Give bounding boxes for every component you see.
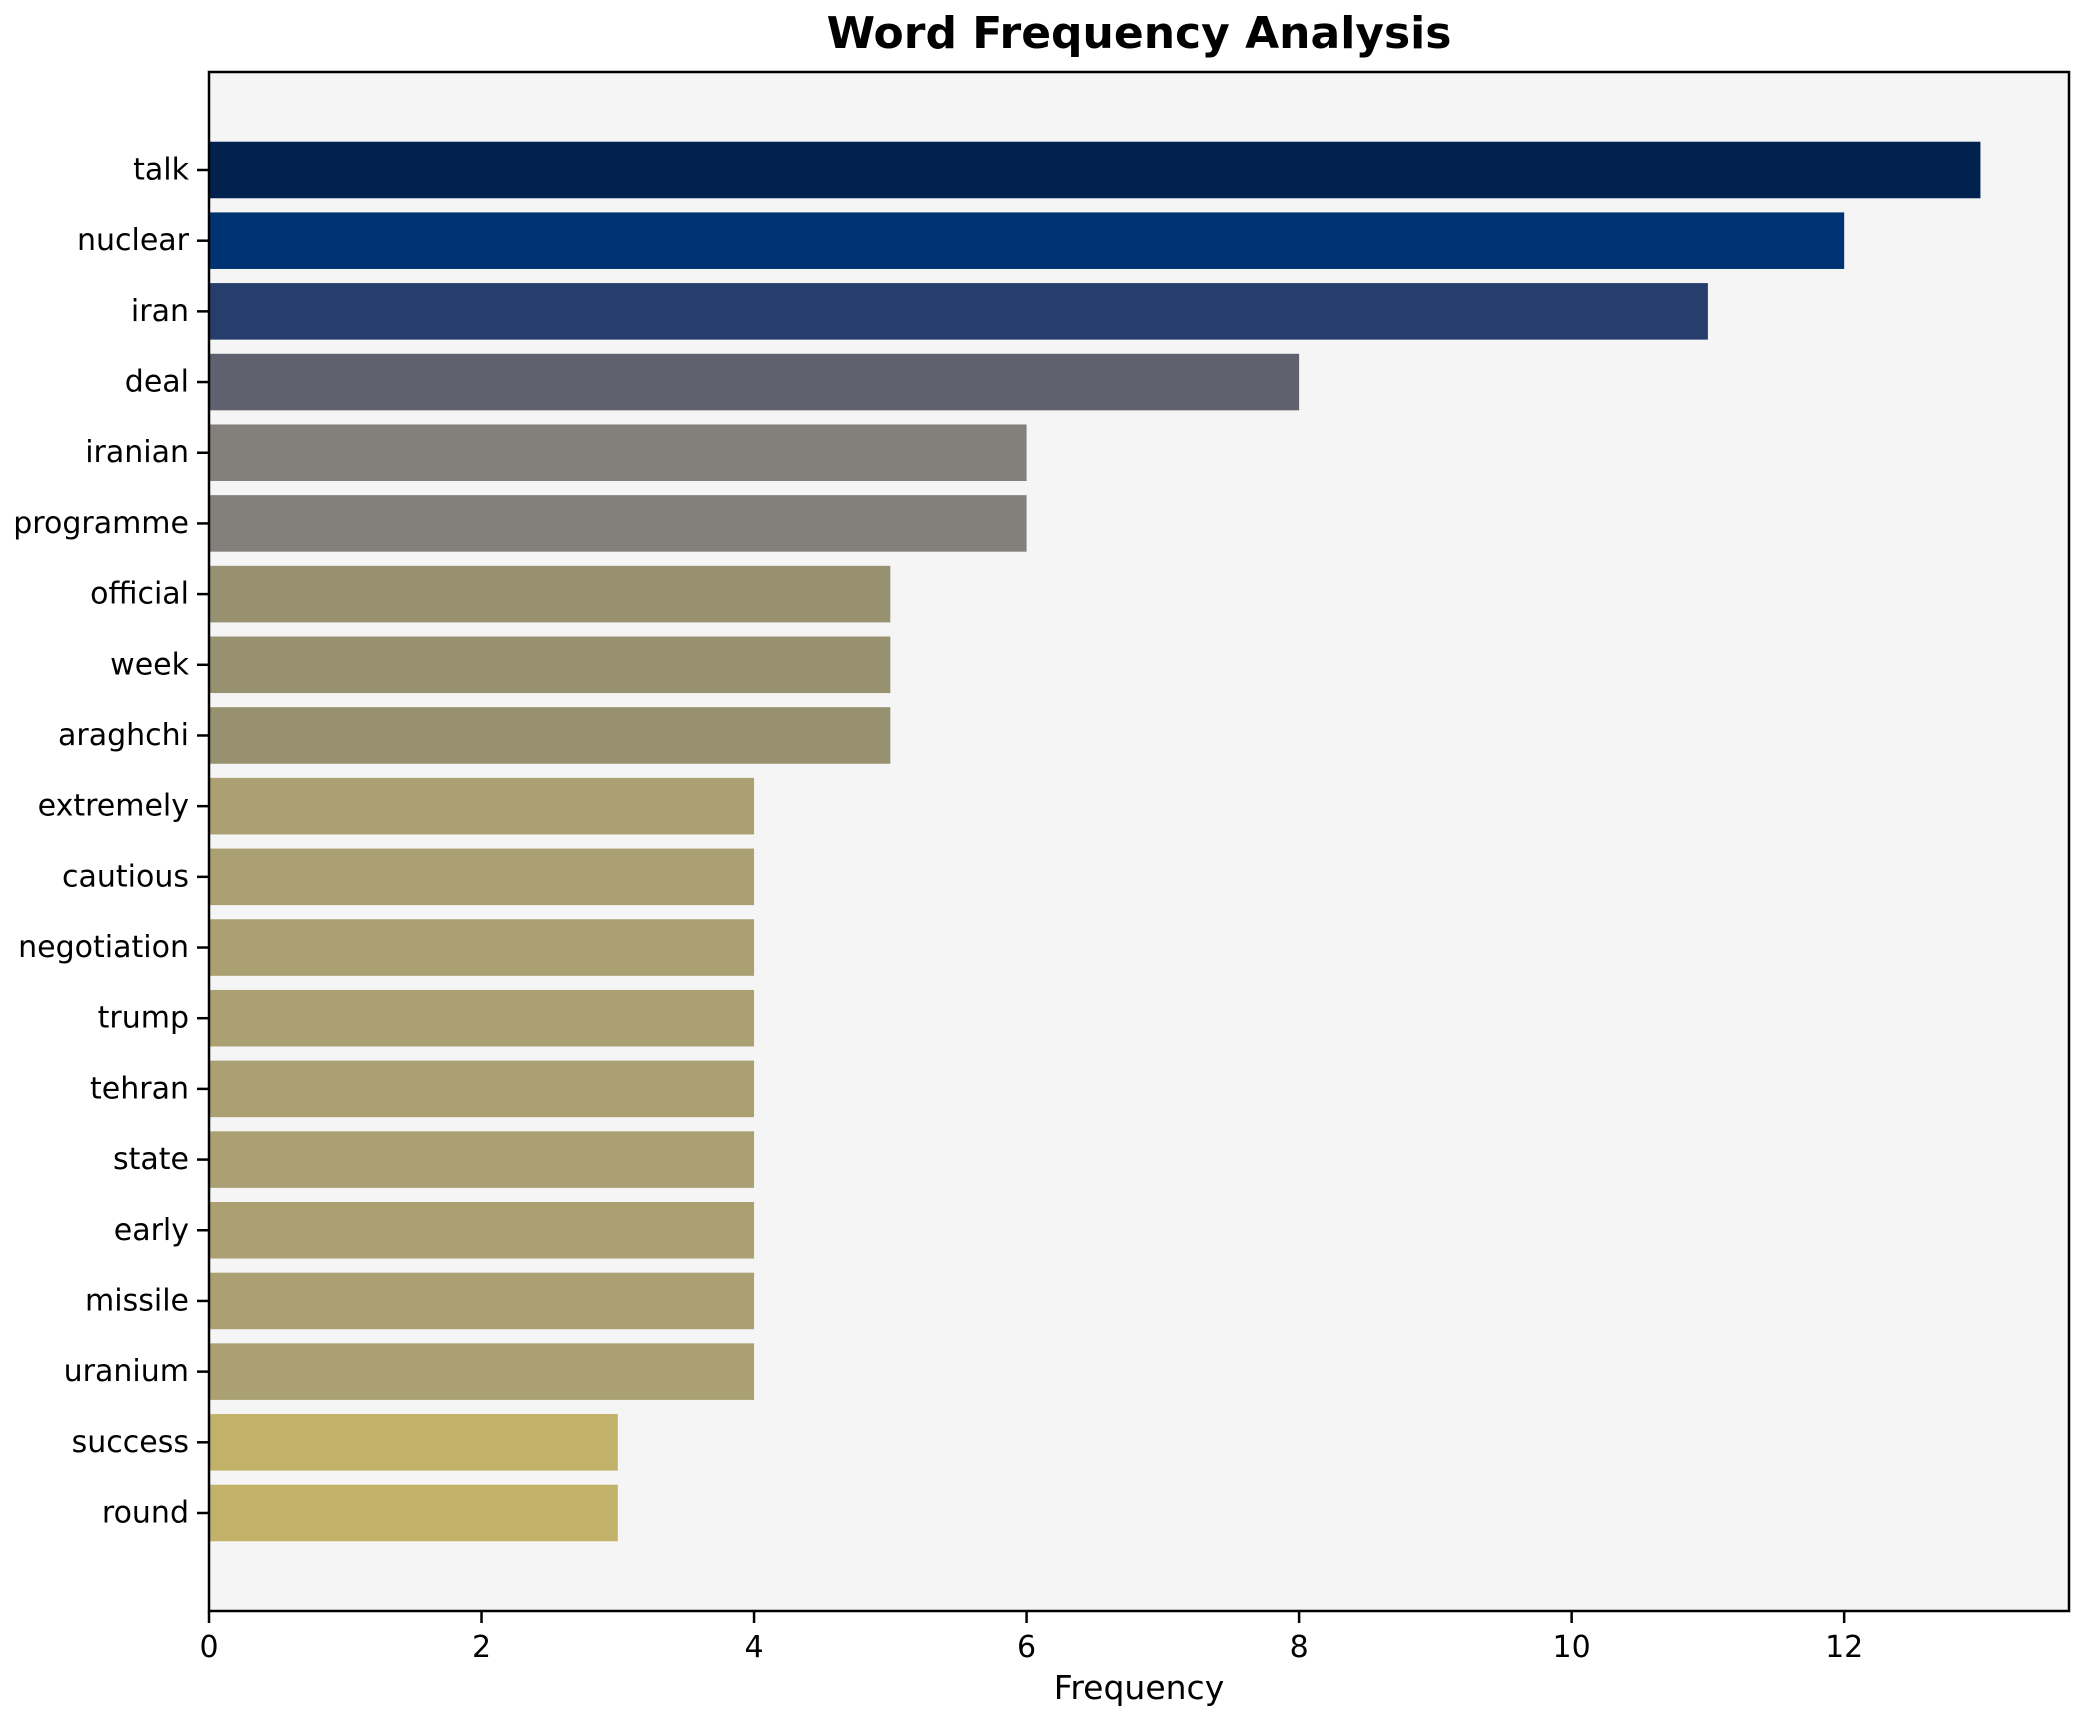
bar-talk — [209, 141, 1981, 199]
y-tick-label-trump: trump — [98, 1001, 189, 1036]
bar-state — [209, 1131, 755, 1188]
y-tick-label-success: success — [72, 1425, 189, 1460]
bar-iranian — [209, 424, 1027, 482]
y-tick-label-deal: deal — [125, 365, 189, 400]
bar-extremely — [209, 777, 755, 835]
bar-uranium — [209, 1343, 755, 1400]
bar-iran — [209, 283, 1708, 340]
x-axis-title: Frequency — [1053, 1668, 1225, 1707]
y-tick-label-iran: iran — [131, 294, 189, 329]
y-tick-label-araghchi: araghchi — [58, 718, 189, 753]
y-tick-label-missile: missile — [85, 1283, 189, 1318]
bar-nuclear — [209, 212, 1845, 269]
bar-success — [209, 1414, 618, 1471]
bar-cautious — [209, 848, 755, 906]
y-tick-label-talk: talk — [133, 153, 189, 188]
x-tick-label-8: 8 — [1290, 1630, 1309, 1665]
y-tick-label-programme: programme — [13, 506, 189, 541]
y-tick-label-official: official — [90, 577, 189, 612]
y-tick-label-extremely: extremely — [38, 789, 189, 824]
chart-title: Word Frequency Analysis — [826, 8, 1452, 59]
x-tick-label-4: 4 — [745, 1630, 764, 1665]
bar-tehran — [209, 1060, 755, 1118]
bar-week — [209, 636, 891, 694]
y-tick-label-negotiation: negotiation — [18, 930, 189, 965]
bar-official — [209, 565, 891, 623]
bar-trump — [209, 989, 755, 1047]
y-tick-label-nuclear: nuclear — [77, 223, 190, 258]
y-tick-label-tehran: tehran — [90, 1071, 189, 1106]
y-tick-label-cautious: cautious — [62, 859, 189, 894]
bar-early — [209, 1201, 755, 1259]
bar-programme — [209, 495, 1027, 552]
y-tick-label-iranian: iranian — [85, 435, 189, 470]
bar-negotiation — [209, 919, 755, 976]
bar-deal — [209, 353, 1300, 411]
x-tick-label-12: 12 — [1825, 1630, 1863, 1665]
y-tick-label-state: state — [113, 1142, 189, 1177]
bar-round — [209, 1484, 618, 1542]
y-tick-label-week: week — [110, 647, 189, 682]
x-tick-label-6: 6 — [1017, 1630, 1036, 1665]
bar-missile — [209, 1272, 755, 1330]
y-tick-label-early: early — [114, 1213, 189, 1248]
y-tick-label-uranium: uranium — [64, 1354, 189, 1389]
x-tick-label-0: 0 — [199, 1630, 218, 1665]
x-tick-label-10: 10 — [1553, 1630, 1591, 1665]
axes-frame — [207, 70, 2071, 1613]
bar-araghchi — [209, 707, 891, 764]
y-tick-label-round: round — [102, 1496, 189, 1531]
x-tick-label-2: 2 — [472, 1630, 491, 1665]
